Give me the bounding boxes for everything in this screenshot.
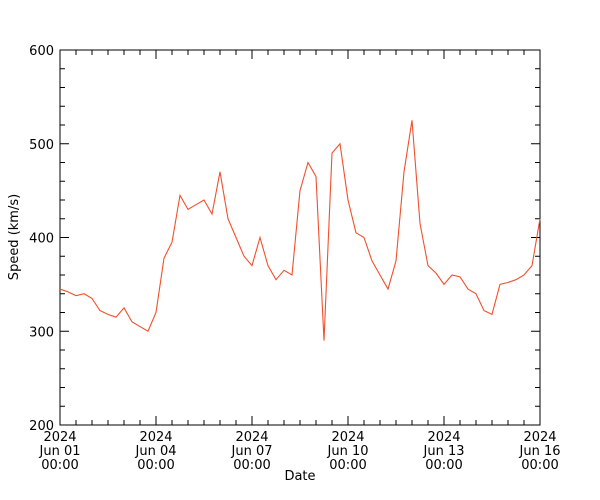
plot-area <box>59 49 541 426</box>
x-tick-label: 2024 Jun 04 00:00 <box>135 430 177 473</box>
y-axis-title: Speed (km/s) <box>7 194 22 280</box>
y-axis-ticks: 200 300 400 500 600 <box>29 44 540 434</box>
x-tick-label: 2024 Jun 10 00:00 <box>327 430 369 473</box>
x-tick-label: 2024 Jun 16 00:00 <box>519 430 561 473</box>
y-tick-label: 300 <box>29 325 54 340</box>
x-axis-ticks: 2024 Jun 01 00:00 2024 Jun 04 00:00 2024 Jun 07… <box>39 50 561 473</box>
x-tick-label: 2024 Jun 07 00:00 <box>231 430 273 473</box>
y-tick-label: 600 <box>29 44 54 59</box>
speed-series-line <box>59 120 541 341</box>
x-tick-label: 2024 Jun 13 00:00 <box>423 430 465 473</box>
y-tick-label: 400 <box>29 232 54 247</box>
y-tick-label: 500 <box>29 138 54 153</box>
x-tick-label: 2024 Jun 01 00:00 <box>39 430 81 473</box>
y-tick-label: 200 <box>29 419 54 434</box>
x-axis-title: Date <box>284 469 315 484</box>
